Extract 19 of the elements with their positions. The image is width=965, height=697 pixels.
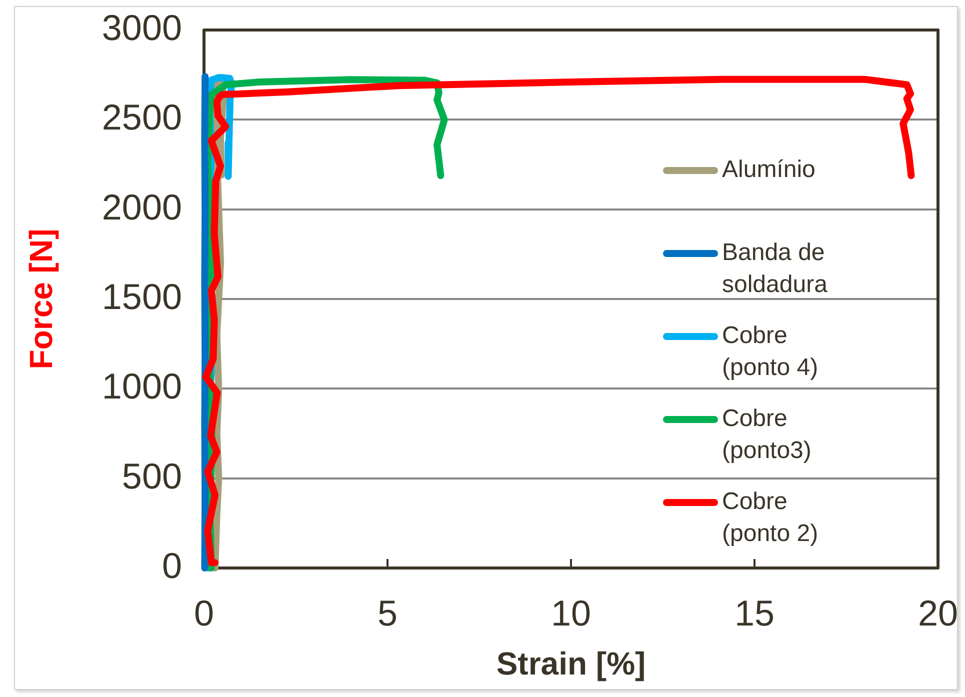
x-tick-label: 5	[377, 592, 398, 634]
y-tick-label: 0	[162, 544, 182, 586]
y-tick-label: 1500	[102, 276, 182, 317]
legend-label: Banda de soldadura	[722, 238, 828, 300]
legend-label: Cobre (ponto 2)	[722, 487, 820, 549]
y-tick-label: 2500	[102, 96, 182, 138]
x-axis-title: Strain [%]	[496, 646, 646, 682]
x-tick-label: 0	[194, 592, 214, 634]
y-tick-label: 500	[122, 455, 182, 496]
legend-label: Cobre (ponto 4)	[722, 321, 820, 383]
y-tick-label: 2000	[102, 186, 182, 228]
x-tick-label: 10	[550, 592, 592, 634]
y-tick-label: 3000	[102, 6, 182, 48]
x-tick-label: 15	[734, 592, 775, 634]
y-tick-label: 1000	[102, 366, 182, 407]
legend-label: Alumínio	[722, 155, 816, 185]
legend-label: Cobre (ponto3)	[722, 404, 812, 466]
y-axis-title: Force [N]	[23, 228, 60, 370]
x-tick-label: 20	[918, 592, 958, 634]
